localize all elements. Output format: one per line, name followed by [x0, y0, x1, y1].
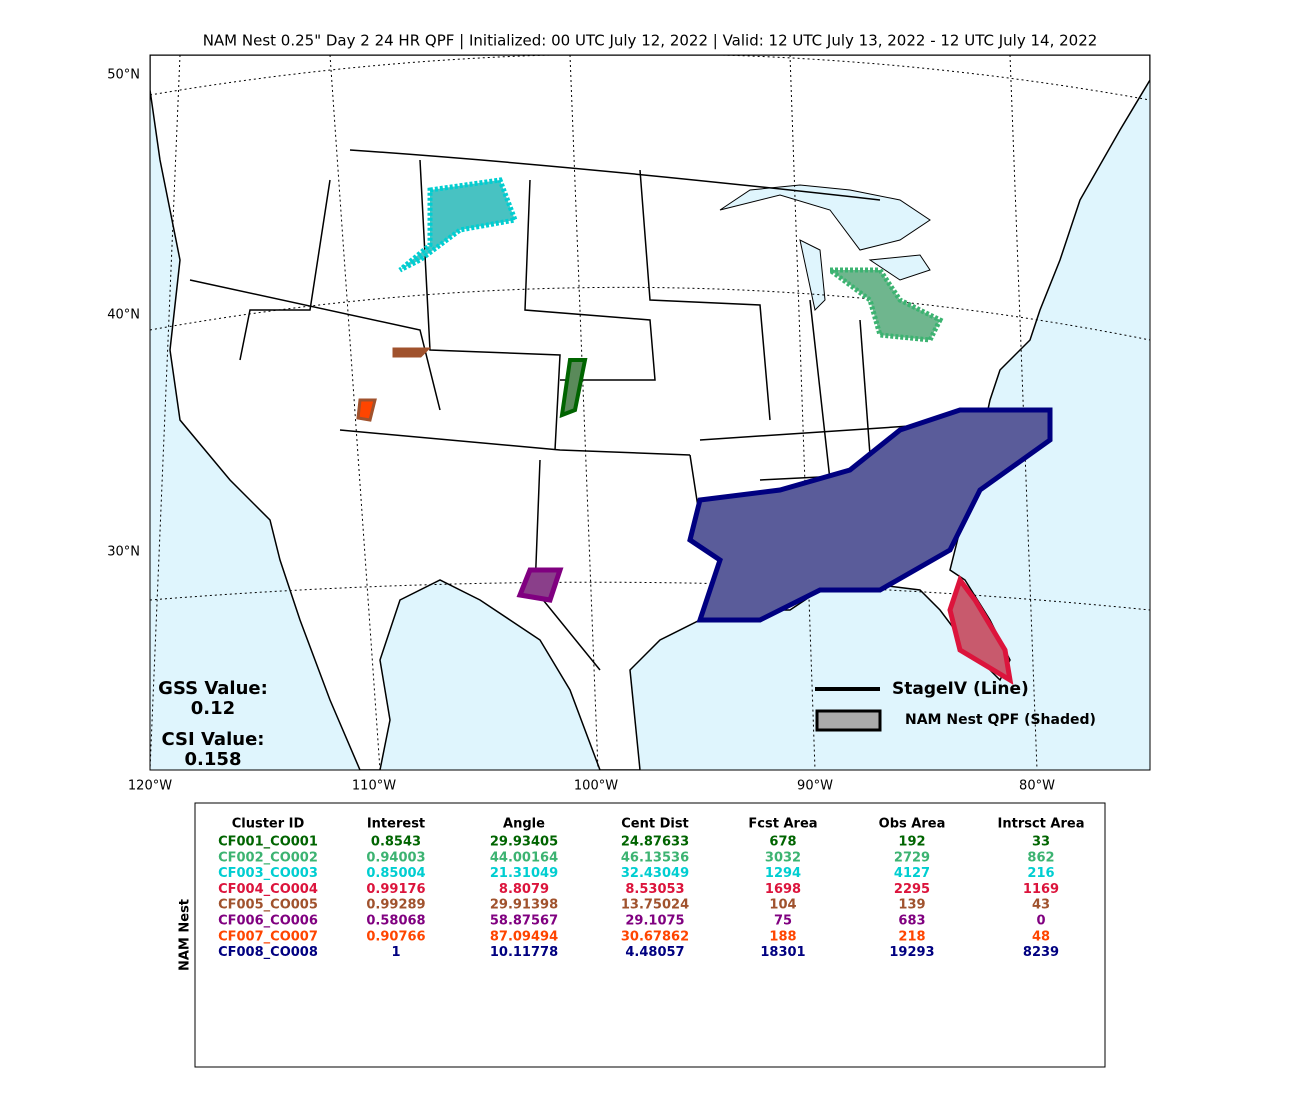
table-cell: 4127: [894, 866, 930, 881]
table-cell: CF003_CO003: [218, 866, 318, 881]
table-cell: 21.31049: [490, 866, 558, 881]
csi-value: 0.158: [185, 749, 242, 770]
table-cell: 30.67862: [621, 929, 689, 944]
table-cell: 0.99289: [366, 898, 425, 913]
graticule: [150, 55, 1150, 770]
table-cell: 29.91398: [490, 898, 558, 913]
table-cell: CF004_CO004: [218, 882, 318, 897]
lat-label: 40°N: [107, 308, 140, 323]
csi-label: CSI Value:: [162, 729, 265, 750]
table-cell: 0.94003: [366, 850, 425, 865]
lat-label: 50°N: [107, 68, 140, 83]
table-cell: 48: [1032, 929, 1050, 944]
table-cell: 8.53053: [625, 882, 684, 897]
table-cell: 218: [898, 929, 925, 944]
gss-label: GSS Value:: [158, 678, 268, 699]
table-header: Cluster ID: [232, 817, 305, 832]
table-cell: 1698: [765, 882, 801, 897]
table-cell: 192: [898, 835, 925, 850]
table-cell: 46.13536: [621, 850, 689, 865]
table-cell: 58.87567: [490, 914, 558, 929]
table-cell: 44.00164: [490, 850, 558, 865]
table-cell: 29.93405: [490, 835, 558, 850]
table-cell: 33: [1032, 835, 1050, 850]
lon-label: 120°W: [128, 779, 172, 794]
table-cell: 4.48057: [625, 945, 684, 960]
table-cell: 1294: [765, 866, 801, 881]
clusters: [356, 177, 1053, 685]
table-cell: CF005_CO005: [218, 898, 318, 913]
table-cell: 0.58068: [366, 914, 425, 929]
table-cell: 29.1075: [625, 914, 684, 929]
table-header: Interest: [367, 817, 425, 832]
table-cell: 1: [391, 945, 400, 960]
lon-label: 90°W: [797, 779, 833, 794]
table-cell: 0.85004: [366, 866, 425, 881]
table-cell: CF002_CO002: [218, 850, 318, 865]
table-cell: 0.90766: [366, 929, 425, 944]
table-side-label: NAM Nest: [178, 899, 193, 971]
table-cell: 8.8079: [499, 882, 549, 897]
table-cell: 862: [1027, 850, 1054, 865]
table-cell: 0.99176: [366, 882, 425, 897]
table-cell: 19293: [889, 945, 934, 960]
table-header: Cent Dist: [621, 817, 689, 832]
table-cell: 43: [1032, 898, 1050, 913]
legend-label: NAM Nest QPF (Shaded): [905, 712, 1096, 728]
lat-label: 30°N: [107, 545, 140, 560]
table-cell: 139: [898, 898, 925, 913]
legend-label: StageIV (Line): [892, 679, 1029, 699]
table-cell: CF001_CO001: [218, 835, 318, 850]
table-cell: 2729: [894, 850, 930, 865]
table-cell: 24.87633: [621, 835, 689, 850]
title: NAM Nest 0.25" Day 2 24 HR QPF | Initial…: [203, 32, 1098, 50]
table-cell: 683: [898, 914, 925, 929]
table-header: Angle: [503, 817, 545, 832]
table-cell: 3032: [765, 850, 801, 865]
table-cell: 8239: [1023, 945, 1059, 960]
table-cell: 0: [1036, 914, 1045, 929]
table-cell: 87.09494: [490, 929, 558, 944]
table-cell: 188: [769, 929, 796, 944]
table-frame: [194, 802, 1106, 1068]
table-cell: 2295: [894, 882, 930, 897]
table-cell: 13.75024: [621, 898, 689, 913]
map-frame: [149, 54, 1151, 771]
table-cell: 678: [769, 835, 796, 850]
table-cell: 216: [1027, 866, 1054, 881]
gss-value: 0.12: [191, 698, 235, 719]
legend-swatch: [815, 709, 882, 732]
table-cell: 10.11778: [490, 945, 558, 960]
table-header: Intrsct Area: [998, 817, 1085, 832]
lon-label: 100°W: [574, 779, 618, 794]
table-cell: 18301: [760, 945, 805, 960]
table-cell: 104: [769, 898, 796, 913]
table-header: Obs Area: [879, 817, 946, 832]
great-lakes: [719, 184, 931, 312]
table-cell: 75: [774, 914, 792, 929]
table-cell: 32.43049: [621, 866, 689, 881]
map: GSS Value: 0.12 CSI Value: 0.158 StageIV…: [150, 55, 1150, 770]
table-cell: CF007_CO007: [218, 929, 318, 944]
lon-label: 110°W: [352, 779, 396, 794]
table-cell: 1169: [1023, 882, 1059, 897]
table-header: Fcst Area: [748, 817, 817, 832]
table-cell: CF006_CO006: [218, 914, 318, 929]
lon-label: 80°W: [1019, 779, 1055, 794]
table-cell: CF008_CO008: [218, 945, 318, 960]
table-cell: 0.8543: [371, 835, 421, 850]
